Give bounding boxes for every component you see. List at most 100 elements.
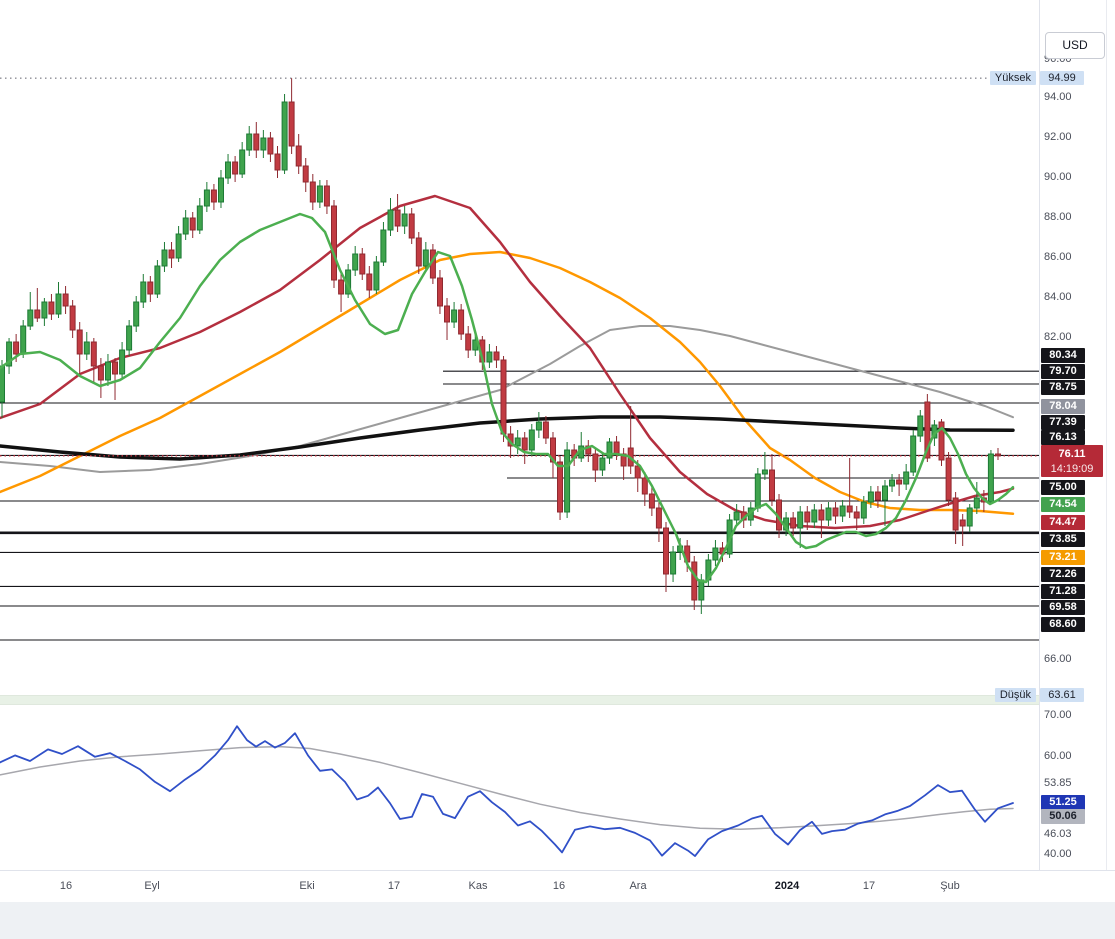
price-tick: 84.00 <box>1044 291 1072 303</box>
candle <box>917 415 924 437</box>
candle <box>874 491 881 501</box>
candle <box>451 309 458 323</box>
time-tick: 17 <box>862 880 876 892</box>
oscillator-signal-line <box>0 745 1014 830</box>
ma-gray-long <box>0 325 1014 473</box>
candle <box>924 401 931 459</box>
price-tick: 92.00 <box>1044 131 1072 143</box>
high-marker-label: Yüksek <box>989 71 1036 85</box>
candle <box>105 361 111 381</box>
candle <box>182 217 189 235</box>
candle <box>387 209 394 231</box>
candle <box>97 365 104 381</box>
low-marker-label: Düşük <box>994 688 1036 702</box>
candle <box>55 293 62 315</box>
candle <box>825 507 832 521</box>
candle <box>535 421 542 431</box>
price-tick: 66.00 <box>1044 653 1072 665</box>
price-level-tag: 71.28 <box>1041 584 1085 599</box>
candle <box>133 301 140 327</box>
candle <box>218 177 224 203</box>
candle <box>493 351 500 361</box>
candle <box>613 441 620 455</box>
indicator-tick: 46.03 <box>1044 828 1072 840</box>
candle <box>246 133 253 151</box>
candle <box>648 493 655 509</box>
price-level-tag: 73.21 <box>1041 550 1085 565</box>
candle <box>655 507 662 529</box>
price-level-tag: 76.13 <box>1041 430 1085 445</box>
low-marker-value: 63.61 <box>1040 688 1084 702</box>
indicator-tick: 70.00 <box>1044 709 1072 721</box>
time-tick: Eyl <box>144 880 160 892</box>
indicator-tick: 40.00 <box>1044 848 1072 860</box>
candle <box>394 209 401 227</box>
price-axis[interactable]: 96.00 94.00 92.00 90.00 88.00 86.00 84.00 82.00… <box>1039 0 1115 870</box>
candle <box>27 309 34 327</box>
candle <box>281 101 288 171</box>
candle <box>83 341 90 355</box>
candle <box>952 497 959 531</box>
time-tick: 2024 <box>774 880 800 892</box>
candle <box>811 509 818 523</box>
candle <box>189 217 196 231</box>
candle <box>253 133 260 151</box>
bottom-strip <box>0 902 1115 939</box>
candle <box>232 161 239 175</box>
candle <box>13 341 20 355</box>
indicator-value-tag: 50.06 <box>1041 809 1085 824</box>
indicator-tick: 53.85 <box>1044 777 1072 789</box>
price-level-tag: 68.60 <box>1041 617 1085 632</box>
price-level-tag: 73.85 <box>1041 532 1085 547</box>
time-tick: Eki <box>299 880 315 892</box>
candle <box>832 507 839 517</box>
price-axis-edge <box>1106 0 1107 870</box>
candle <box>839 505 846 517</box>
candle <box>514 437 521 447</box>
candle <box>903 471 910 485</box>
candle <box>401 213 408 227</box>
candle <box>910 435 917 473</box>
candle <box>641 477 648 495</box>
oscillator-main-line <box>0 725 1014 857</box>
candle <box>295 145 302 167</box>
time-tick: 16 <box>552 880 566 892</box>
price-level-tag: 75.00 <box>1041 480 1085 495</box>
candle <box>140 281 147 303</box>
candle <box>550 437 556 463</box>
candle <box>754 473 761 509</box>
candle <box>867 491 874 503</box>
price-tick: 90.00 <box>1044 171 1072 183</box>
candle <box>670 551 677 575</box>
candle <box>542 421 549 439</box>
candle <box>634 465 641 479</box>
candle <box>147 281 154 295</box>
candle <box>959 519 966 527</box>
current-price-tag: 76.11 14:19:09 <box>1041 445 1103 477</box>
candle <box>260 137 267 151</box>
current-price-value: 76.11 <box>1058 448 1086 460</box>
time-tick: Ara <box>629 880 647 892</box>
candle <box>945 457 952 501</box>
price-tick: 86.00 <box>1044 251 1072 263</box>
candle <box>437 277 443 307</box>
pane-separator[interactable] <box>0 695 1039 705</box>
candle <box>592 453 599 471</box>
candle <box>302 165 309 183</box>
chart-canvas[interactable] <box>0 0 1039 870</box>
time-axis[interactable]: 16 Eyl Eki 17 Kas 16 Ara 2024 17 Şub <box>0 870 1115 939</box>
candle <box>465 333 472 351</box>
ma-red <box>0 194 1015 530</box>
price-level-tag: 74.54 <box>1041 497 1085 512</box>
candle <box>415 237 422 267</box>
candle <box>380 229 387 263</box>
currency-toggle-button[interactable]: USD <box>1045 32 1105 59</box>
ma-green-fast <box>0 212 1015 584</box>
candle <box>373 261 380 291</box>
candle <box>154 265 161 295</box>
candle <box>797 511 804 529</box>
candle <box>521 437 528 451</box>
time-tick: Şub <box>940 880 960 892</box>
price-level-tag: 74.47 <box>1041 515 1085 530</box>
